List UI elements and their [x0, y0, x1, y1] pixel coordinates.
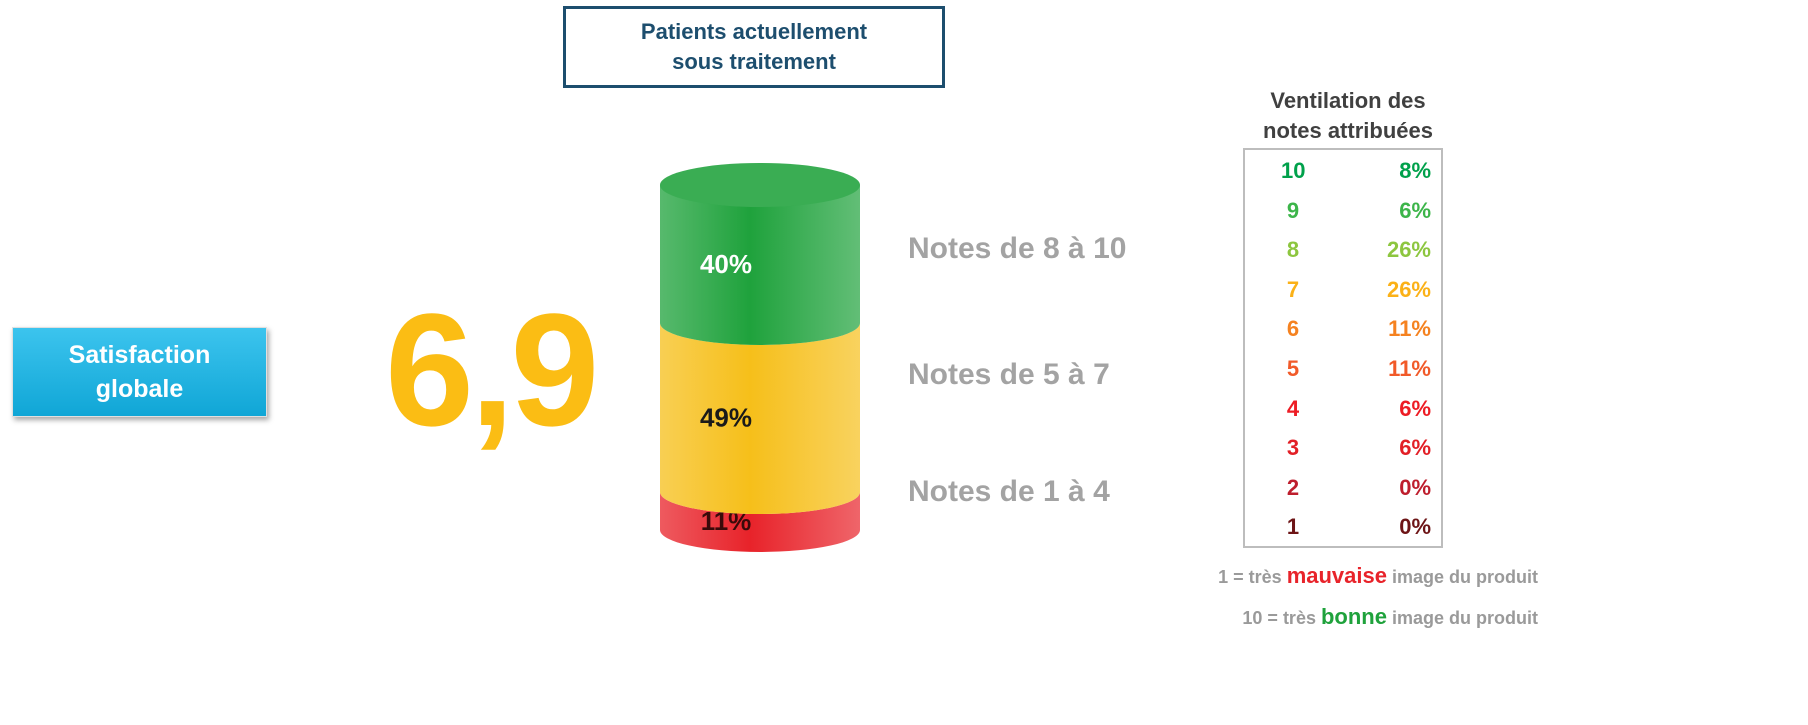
note: 2 — [1286, 474, 1300, 500]
legend-text: image du produit — [1392, 608, 1538, 628]
segment-label: Notes de 5 à 7 — [908, 358, 1110, 391]
share: 11% — [1388, 356, 1431, 381]
segment-label: Notes de 1 à 4 — [908, 475, 1110, 508]
share: 11% — [1388, 316, 1431, 342]
share: 26% — [1386, 237, 1431, 263]
breakdown-row: 7 26% — [1245, 269, 1441, 309]
note: 3 — [1286, 435, 1300, 461]
breakdown-row: 10 8% — [1245, 150, 1441, 190]
breakdown-row: 1 0% — [1245, 506, 1441, 546]
note: 5 — [1286, 356, 1300, 381]
share: 26% — [1386, 276, 1431, 302]
note: 7 — [1286, 276, 1300, 302]
header-box: Patients actuellement sous traitement — [563, 6, 945, 88]
header-line: Patients actuellement — [640, 19, 868, 44]
segment-value-label: 40% — [700, 249, 752, 279]
cylinder-top — [660, 163, 860, 207]
note: 6 — [1286, 316, 1300, 342]
share: 6% — [1399, 435, 1431, 461]
legend-keyword: bonne — [1320, 604, 1387, 629]
badge-line: Satisfaction — [68, 341, 211, 369]
header-line: sous traitement — [672, 49, 836, 74]
note: 9 — [1286, 197, 1300, 223]
legend-text: 1 = très — [1218, 567, 1282, 587]
share: 8% — [1399, 158, 1431, 183]
breakdown-row: 8 26% — [1245, 229, 1441, 269]
cylinder-top-shine — [660, 163, 860, 207]
score: 6,9 — [385, 280, 599, 459]
breakdown-title: Ventilation des notes attribuées — [1243, 86, 1453, 146]
legend-text: 10 = très — [1242, 608, 1316, 628]
note: 1 — [1286, 514, 1300, 540]
breakdown-row: 9 6% — [1245, 190, 1441, 230]
share: 0% — [1399, 474, 1431, 500]
share: 6% — [1399, 395, 1431, 421]
badge-line: globale — [95, 375, 184, 403]
cylinder-segment — [660, 323, 860, 515]
legend-text: image du produit — [1392, 567, 1538, 587]
breakdown-table: 10 8% 9 6% 8 26% 7 26% 6 11% 5 11% 4 6% 3 6% 2 0% 1 0% — [1243, 148, 1443, 548]
breakdown-row: 3 6% — [1245, 427, 1441, 467]
note: 8 — [1286, 237, 1300, 263]
segment-label: Notes de 8 à 10 — [908, 232, 1127, 265]
badge: Satisfaction globale — [12, 327, 267, 417]
share: 0% — [1399, 514, 1431, 540]
cylinder-segment — [660, 185, 860, 345]
share: 6% — [1399, 197, 1431, 223]
note: 10 — [1281, 158, 1306, 183]
legend-keyword: mauvaise — [1286, 563, 1387, 588]
breakdown-row: 4 6% — [1245, 388, 1441, 428]
note: 4 — [1286, 395, 1300, 421]
legend-line: 1 = très mauvaise image du produit — [1218, 563, 1538, 589]
breakdown-title-line: notes attribuées — [1263, 118, 1433, 143]
segment-value-label: 49% — [700, 403, 752, 433]
breakdown-row: 6 11% — [1245, 308, 1441, 348]
legend-line: 10 = très bonne image du produit — [1242, 604, 1538, 630]
breakdown-title-line: Ventilation des — [1270, 88, 1426, 113]
breakdown-row: 5 11% — [1245, 348, 1441, 388]
breakdown-row: 2 0% — [1245, 467, 1441, 507]
